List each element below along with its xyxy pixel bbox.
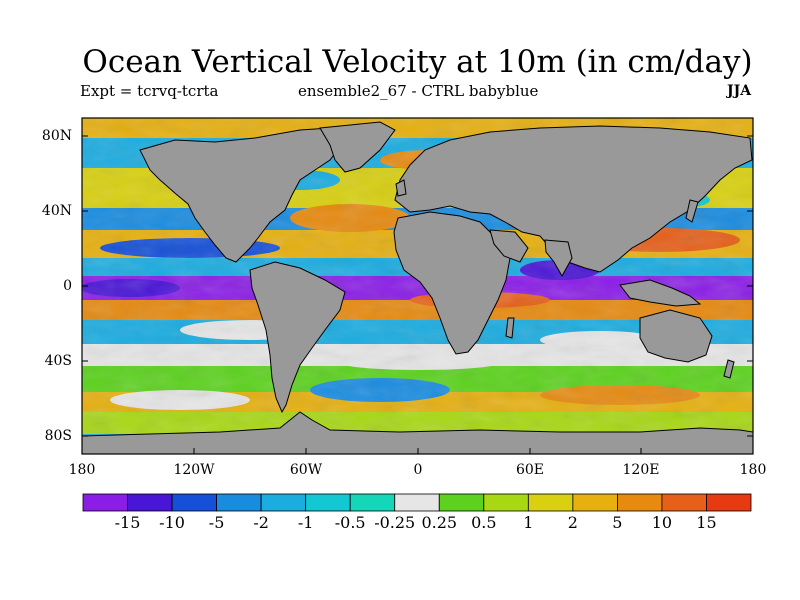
colorbar-tick-label: -0.25 xyxy=(374,513,416,532)
chart-title: Ocean Vertical Velocity at 10m (in cm/da… xyxy=(82,44,753,80)
south-america xyxy=(249,261,346,414)
british-isles xyxy=(395,179,407,197)
land-masses xyxy=(81,121,754,455)
colorbar-swatch xyxy=(572,493,618,512)
india xyxy=(544,239,573,278)
colorbar-tick-label: 0.25 xyxy=(421,513,458,532)
lat-label-80s: 80S xyxy=(44,428,72,444)
lat-label-40s: 40S xyxy=(44,353,72,369)
colorbar-tick-label: -0.5 xyxy=(334,513,366,532)
colorbar-tick-label: -15 xyxy=(114,513,141,532)
colorbar-swatch xyxy=(483,493,529,512)
greenland xyxy=(319,121,396,173)
colorbar-swatch xyxy=(216,493,262,512)
lon-label-180e: 180 xyxy=(739,462,767,478)
colorbar-swatch xyxy=(438,493,485,512)
madagascar xyxy=(505,317,515,339)
colorbar-swatch xyxy=(706,493,752,512)
maritime-continent xyxy=(619,279,702,307)
experiment-label: Expt = tcrvq-tcrta xyxy=(80,82,219,100)
colorbar-tick-label: 15 xyxy=(696,513,717,532)
lat-label-40n: 40N xyxy=(41,203,72,219)
colorbar-swatch xyxy=(305,493,351,512)
japan xyxy=(685,199,699,223)
lon-label-120w: 120W xyxy=(173,462,215,478)
colorbar-swatch xyxy=(171,493,217,512)
colorbar-tick-label: -2 xyxy=(253,513,269,532)
australia xyxy=(639,309,713,363)
colorbar-tick-label: 10 xyxy=(651,513,673,532)
colorbar-swatch xyxy=(617,493,663,512)
colorbar-swatch xyxy=(661,493,707,512)
colorbar-swatch xyxy=(127,493,173,512)
colorbar-swatch xyxy=(394,493,440,512)
colorbar-tick-label: 1 xyxy=(523,513,534,532)
lon-label-60e: 60E xyxy=(515,462,545,478)
lat-label-equator: 0 xyxy=(63,278,72,294)
colorbar-tick-label: 5 xyxy=(612,513,623,532)
lon-label-0: 0 xyxy=(413,462,423,478)
colorbar-tick-label: -5 xyxy=(208,513,225,532)
colorbar-swatch xyxy=(82,493,128,512)
ensemble-label: ensemble2_67 - CTRL babyblue xyxy=(298,82,539,100)
colorbar-tick-label: 2 xyxy=(567,513,578,532)
lon-label-60w: 60W xyxy=(289,462,323,478)
lon-label-120e: 120E xyxy=(622,462,660,478)
eurasia xyxy=(394,125,753,273)
colorbar-tick-label: -10 xyxy=(159,513,185,532)
new-zealand xyxy=(723,359,735,379)
lon-label-180w: 180 xyxy=(68,462,96,478)
lat-label-80n: 80N xyxy=(41,128,72,144)
axis-ticks xyxy=(81,135,754,454)
north-america xyxy=(139,127,346,263)
arabia xyxy=(489,229,529,263)
colorbar-swatch xyxy=(527,493,574,512)
africa xyxy=(393,211,511,355)
colorbar-tick-label: -1 xyxy=(297,513,314,532)
colorbar-swatch xyxy=(349,493,396,512)
season-label: JJA xyxy=(727,83,752,99)
colorbar-tick-label: 0.5 xyxy=(471,513,497,532)
colorbar-swatch xyxy=(260,493,307,512)
